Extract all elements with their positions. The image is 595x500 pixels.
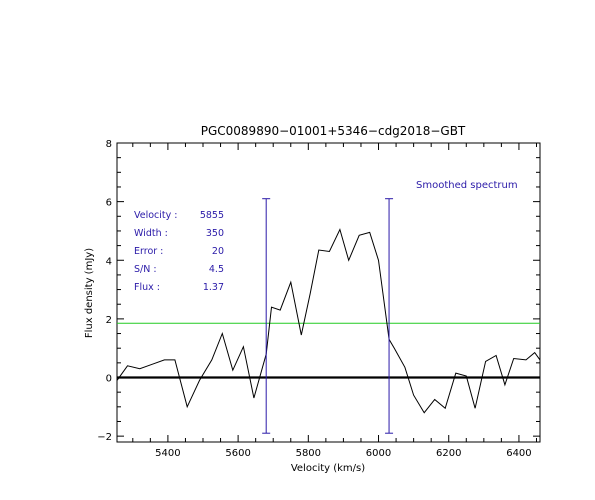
info-label: Velocity : — [134, 210, 178, 221]
info-label: S/N : — [134, 264, 157, 275]
info-value: 4.5 — [209, 264, 224, 275]
info-value: 5855 — [200, 210, 224, 221]
y-tick-label: −2 — [97, 432, 112, 443]
x-tick-label: 5800 — [296, 448, 321, 459]
x-tick-label: 5400 — [155, 448, 180, 459]
y-tick-label: 2 — [106, 315, 112, 326]
info-value: 20 — [212, 246, 224, 257]
y-tick-label: 0 — [106, 374, 112, 385]
x-tick-label: 6400 — [506, 448, 531, 459]
info-value: 350 — [206, 228, 224, 239]
legend-label: Smoothed spectrum — [416, 180, 518, 191]
plot-frame — [116, 142, 541, 443]
y-tick-label: 4 — [106, 256, 112, 267]
info-value: 1.37 — [203, 282, 224, 293]
y-axis-label: Flux density (mJy) — [84, 248, 95, 338]
y-tick-label: 8 — [106, 139, 112, 150]
info-label: Width : — [134, 228, 168, 239]
info-label: Flux : — [134, 282, 160, 293]
y-tick-label: 6 — [106, 198, 112, 209]
spectrum-line — [116, 228, 541, 414]
info-label: Error : — [134, 246, 163, 257]
x-axis-label: Velocity (km/s) — [291, 463, 365, 474]
x-tick-label: 6200 — [436, 448, 461, 459]
x-tick-label: 5600 — [225, 448, 250, 459]
x-tick-label: 6000 — [366, 448, 391, 459]
chart-title: PGC0089890−01001+5346−cdg2018−GBT — [201, 124, 466, 138]
